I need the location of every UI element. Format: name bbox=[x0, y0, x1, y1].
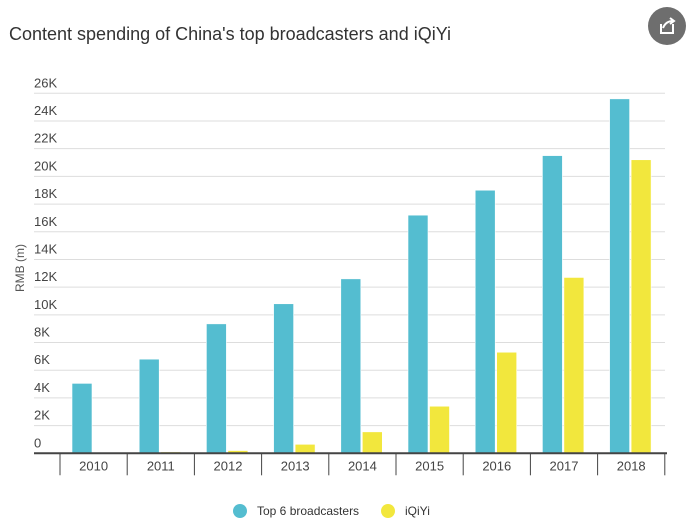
y-tick-label: 10K bbox=[34, 297, 57, 312]
share-icon bbox=[660, 17, 676, 34]
legend-label: Top 6 broadcasters bbox=[257, 504, 359, 518]
x-tick-label: 2016 bbox=[482, 458, 511, 473]
bar-top-6-broadcasters-2012 bbox=[206, 323, 227, 454]
y-tick-label: 4K bbox=[34, 380, 50, 395]
y-tick-label: 26K bbox=[34, 75, 57, 90]
y-tick-label: 6K bbox=[34, 352, 50, 367]
y-tick-label: 2K bbox=[34, 408, 50, 423]
y-tick-label: 20K bbox=[34, 158, 57, 173]
bar-top-6-broadcasters-2013 bbox=[273, 303, 294, 454]
x-tick-label: 2015 bbox=[415, 458, 444, 473]
bar-iqiyi-2018 bbox=[630, 159, 652, 454]
bar-top-6-broadcasters-2017 bbox=[542, 155, 563, 454]
x-tick-label: 2017 bbox=[550, 458, 579, 473]
y-tick-label: 22K bbox=[34, 131, 57, 146]
legend-label: iQiYi bbox=[405, 504, 430, 518]
bar-top-6-broadcasters-2018 bbox=[609, 98, 630, 454]
x-tick-label: 2012 bbox=[214, 458, 243, 473]
chart-title: Content spending of China's top broadcas… bbox=[9, 24, 452, 44]
y-axis-label: RMB (m) bbox=[13, 244, 27, 292]
y-tick-label: 24K bbox=[34, 103, 57, 118]
x-tick-label: 2010 bbox=[79, 458, 108, 473]
y-tick-label: 18K bbox=[34, 186, 57, 201]
y-tick-label: 16K bbox=[34, 214, 57, 229]
bar-top-6-broadcasters-2015 bbox=[407, 214, 429, 454]
bar-top-6-broadcasters-2014 bbox=[340, 278, 362, 454]
y-tick-label: 14K bbox=[34, 241, 57, 256]
y-tick-label: 12K bbox=[34, 269, 57, 284]
bar-top-6-broadcasters-2010 bbox=[71, 383, 93, 454]
y-tick-label: 8K bbox=[34, 325, 50, 340]
legend-swatch bbox=[233, 504, 247, 518]
legend-swatch bbox=[381, 504, 395, 518]
bar-iqiyi-2013 bbox=[294, 443, 316, 454]
y-tick-label: 0 bbox=[34, 435, 41, 450]
x-tick-label: 2013 bbox=[281, 458, 310, 473]
share-button[interactable] bbox=[648, 7, 686, 45]
bar-iqiyi-2014 bbox=[361, 431, 383, 454]
x-tick-label: 2011 bbox=[147, 458, 175, 473]
bar-iqiyi-2017 bbox=[563, 277, 585, 454]
bar-iqiyi-2016 bbox=[496, 351, 518, 454]
bar-top-6-broadcasters-2011 bbox=[138, 358, 160, 454]
x-tick-label: 2018 bbox=[617, 458, 646, 473]
bar-iqiyi-2015 bbox=[429, 405, 450, 454]
x-tick-label: 2014 bbox=[348, 458, 377, 473]
bar-top-6-broadcasters-2016 bbox=[474, 189, 496, 454]
